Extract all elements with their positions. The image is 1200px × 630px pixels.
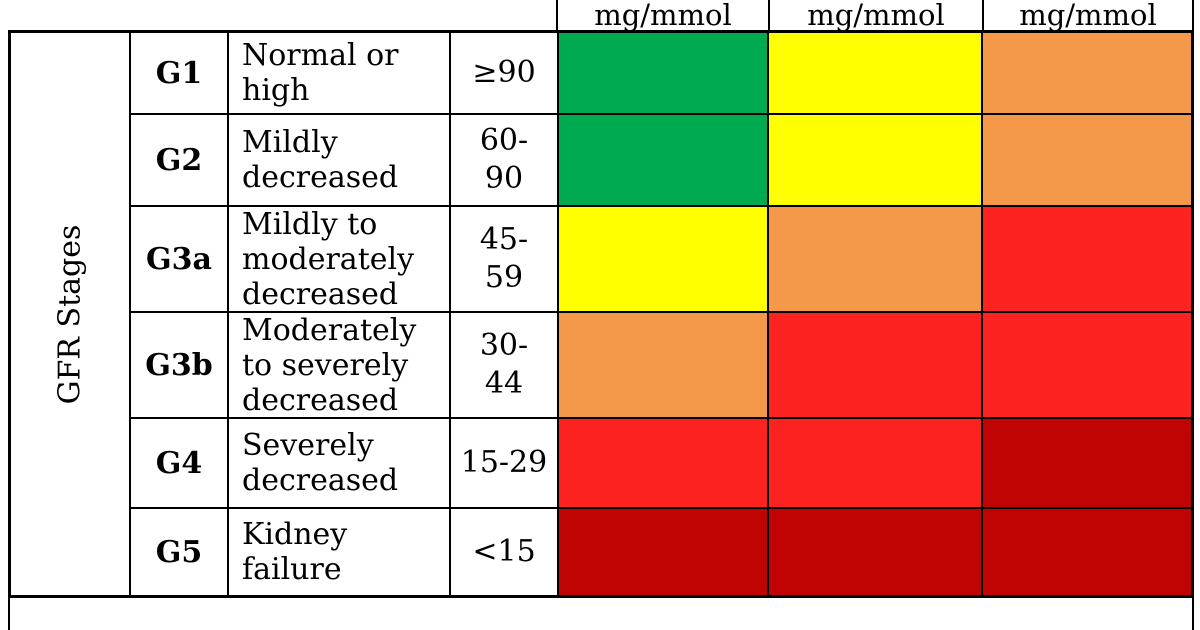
clipped-footer-row	[8, 598, 1194, 630]
gfr-risk-table: GFR Stages G1 Normal or high ≥90 G2 Mild…	[8, 30, 1194, 598]
risk-cell	[982, 114, 1192, 206]
albuminuria-unit-header-3: mg/mmol	[982, 0, 1194, 32]
stage-code-cell: G4	[130, 418, 228, 508]
risk-cell	[558, 32, 768, 114]
gfr-range-cell: 30- 44	[450, 312, 558, 418]
stage-description-cell: Mildly decreased	[228, 114, 450, 206]
risk-cell	[768, 312, 982, 418]
gfr-range-cell: <15	[450, 508, 558, 596]
risk-cell	[558, 114, 768, 206]
risk-cell	[558, 418, 768, 508]
gfr-range-cell: 60- 90	[450, 114, 558, 206]
stage-description-cell: Moderately to severely decreased	[228, 312, 450, 418]
stage-code-cell: G3a	[130, 206, 228, 312]
risk-cell	[768, 114, 982, 206]
albuminuria-unit-header-2: mg/mmol	[768, 0, 984, 32]
gfr-range-cell: ≥90	[450, 32, 558, 114]
stage-code-cell: G3b	[130, 312, 228, 418]
stage-code-cell: G2	[130, 114, 228, 206]
stage-code-cell: G5	[130, 508, 228, 596]
stage-description-cell: Kidney failure	[228, 508, 450, 596]
risk-cell	[558, 508, 768, 596]
risk-cell	[558, 312, 768, 418]
gfr-range-cell: 15-29	[450, 418, 558, 508]
risk-cell	[768, 206, 982, 312]
risk-cell	[982, 418, 1192, 508]
risk-cell	[768, 418, 982, 508]
risk-cell	[982, 312, 1192, 418]
stage-code-cell: G1	[130, 32, 228, 114]
stage-description-cell: Normal or high	[228, 32, 450, 114]
risk-cell	[982, 32, 1192, 114]
risk-cell	[982, 508, 1192, 596]
stage-description-cell: Severely decreased	[228, 418, 450, 508]
risk-cell	[768, 508, 982, 596]
gfr-range-cell: 45- 59	[450, 206, 558, 312]
stage-description-cell: Mildly to moderately decreased	[228, 206, 450, 312]
gfr-stages-axis-cell: GFR Stages	[10, 32, 130, 596]
risk-cell	[768, 32, 982, 114]
risk-cell	[558, 206, 768, 312]
albuminuria-unit-header-1: mg/mmol	[556, 0, 770, 32]
risk-cell	[982, 206, 1192, 312]
gfr-stages-axis-label: GFR Stages	[52, 224, 88, 404]
